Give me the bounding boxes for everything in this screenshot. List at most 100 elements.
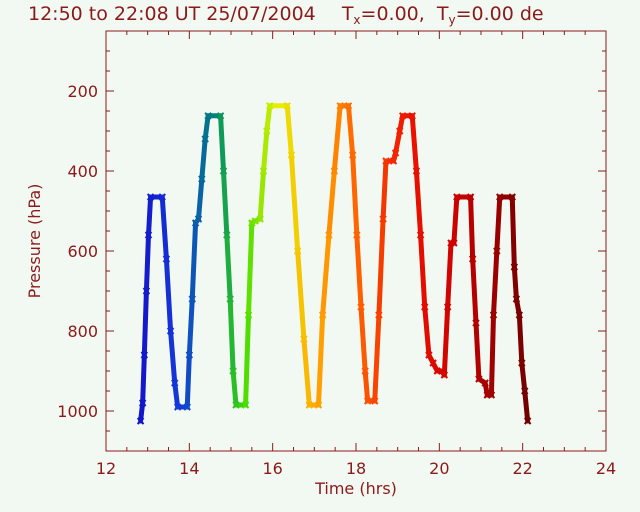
- series-point: [251, 217, 259, 225]
- series-point: [510, 263, 519, 271]
- series-point: [453, 193, 461, 201]
- series-point: [518, 359, 526, 367]
- series-point: [443, 303, 452, 311]
- series-segment: [522, 388, 531, 424]
- chart-title-tx-label: T: [341, 3, 354, 25]
- chart-title-ty-label: T: [436, 3, 449, 25]
- series-point: [440, 371, 449, 379]
- series-segment: [358, 304, 368, 374]
- series-point: [204, 112, 212, 120]
- x-tick-label: 24: [596, 459, 616, 478]
- series-point: [412, 167, 421, 175]
- series-point: [144, 231, 153, 239]
- series-point: [158, 193, 166, 201]
- series-segment: [140, 352, 147, 406]
- series-point: [229, 367, 237, 375]
- series-point: [173, 403, 182, 411]
- series-segment: [441, 304, 451, 378]
- chart-title: 12:50 to 22:08 UT 25/07/2004 Tx=0.00, Ty…: [28, 3, 544, 27]
- series-segment: [246, 220, 255, 318]
- series-point: [396, 127, 404, 135]
- series-point: [241, 401, 250, 409]
- series-segment: [141, 288, 149, 358]
- series-segment: [264, 103, 273, 134]
- series-point: [325, 231, 333, 239]
- series-point: [353, 231, 361, 239]
- series-point: [493, 247, 501, 255]
- series-point: [300, 335, 308, 343]
- series-point: [523, 417, 532, 425]
- series-point: [305, 401, 314, 409]
- series-segment: [331, 103, 343, 174]
- x-ticks: 12 14 16 18 20 22 24: [96, 31, 616, 478]
- series-point: [379, 215, 387, 223]
- series-segment: [221, 168, 230, 238]
- chart-title-tx-value: =0.00,: [361, 3, 425, 25]
- series-point: [244, 311, 253, 319]
- series-point: [185, 351, 194, 359]
- series-point: [198, 175, 206, 183]
- series-segment: [261, 128, 270, 174]
- series-point: [336, 102, 344, 110]
- series-segment: [143, 232, 151, 294]
- series-point: [521, 387, 529, 395]
- series-point: [466, 193, 475, 201]
- x-tick-label: 16: [262, 459, 282, 478]
- series-point: [472, 319, 480, 327]
- y-tick-label: 1000: [57, 402, 98, 421]
- series-point: [330, 167, 339, 175]
- series-point: [371, 397, 379, 405]
- series-segment: [172, 380, 181, 410]
- series-segment: [519, 360, 528, 394]
- series-segment: [491, 248, 500, 318]
- series-segment: [445, 240, 454, 310]
- chart-title-main: 12:50 to 22:08 UT 25/07/2004: [28, 3, 316, 25]
- series-point: [194, 215, 203, 223]
- series-point: [389, 157, 398, 165]
- series-segment: [468, 194, 476, 262]
- series-segment: [257, 168, 266, 222]
- series-segment: [350, 152, 360, 238]
- series-point: [357, 303, 365, 311]
- series-segment: [138, 400, 146, 424]
- series-segment: [451, 194, 460, 246]
- y-tick-label: 200: [67, 82, 98, 101]
- series-segment: [186, 296, 195, 358]
- series-segment: [326, 168, 337, 238]
- series-point: [375, 311, 383, 319]
- series-point: [140, 351, 149, 359]
- series-point: [481, 379, 489, 387]
- series-segment: [422, 304, 432, 358]
- series-point: [348, 151, 357, 159]
- series-segment: [163, 256, 174, 334]
- series-point: [293, 247, 302, 255]
- series-point: [416, 231, 425, 239]
- series-segment: [418, 232, 428, 310]
- y-tick-label: 400: [67, 162, 98, 181]
- series-segment: [196, 176, 205, 222]
- series-segment: [316, 312, 326, 408]
- series-point: [450, 239, 458, 247]
- series-point: [226, 295, 234, 303]
- series-point: [512, 295, 521, 303]
- series-segment: [159, 194, 169, 262]
- chart-title-tx-sub: x: [353, 13, 360, 27]
- y-ticks: 200 400 600 800 1000: [57, 50, 606, 452]
- series-point: [496, 193, 504, 201]
- series-point: [263, 127, 271, 135]
- series-point: [318, 311, 327, 319]
- series-segment: [513, 296, 522, 318]
- series-layer: [136, 102, 532, 425]
- series-segment: [184, 352, 192, 410]
- x-tick-label: 20: [429, 459, 449, 478]
- y-axis-label: Pressure (hPa): [25, 184, 44, 299]
- series-point: [259, 167, 268, 175]
- series-point: [166, 327, 175, 335]
- series-segment: [362, 368, 371, 404]
- series-point: [216, 112, 225, 120]
- series-point: [363, 397, 372, 405]
- series-segment: [494, 194, 503, 254]
- series-point: [142, 287, 151, 295]
- chart-title-ty-value: =0.00 de: [456, 3, 544, 25]
